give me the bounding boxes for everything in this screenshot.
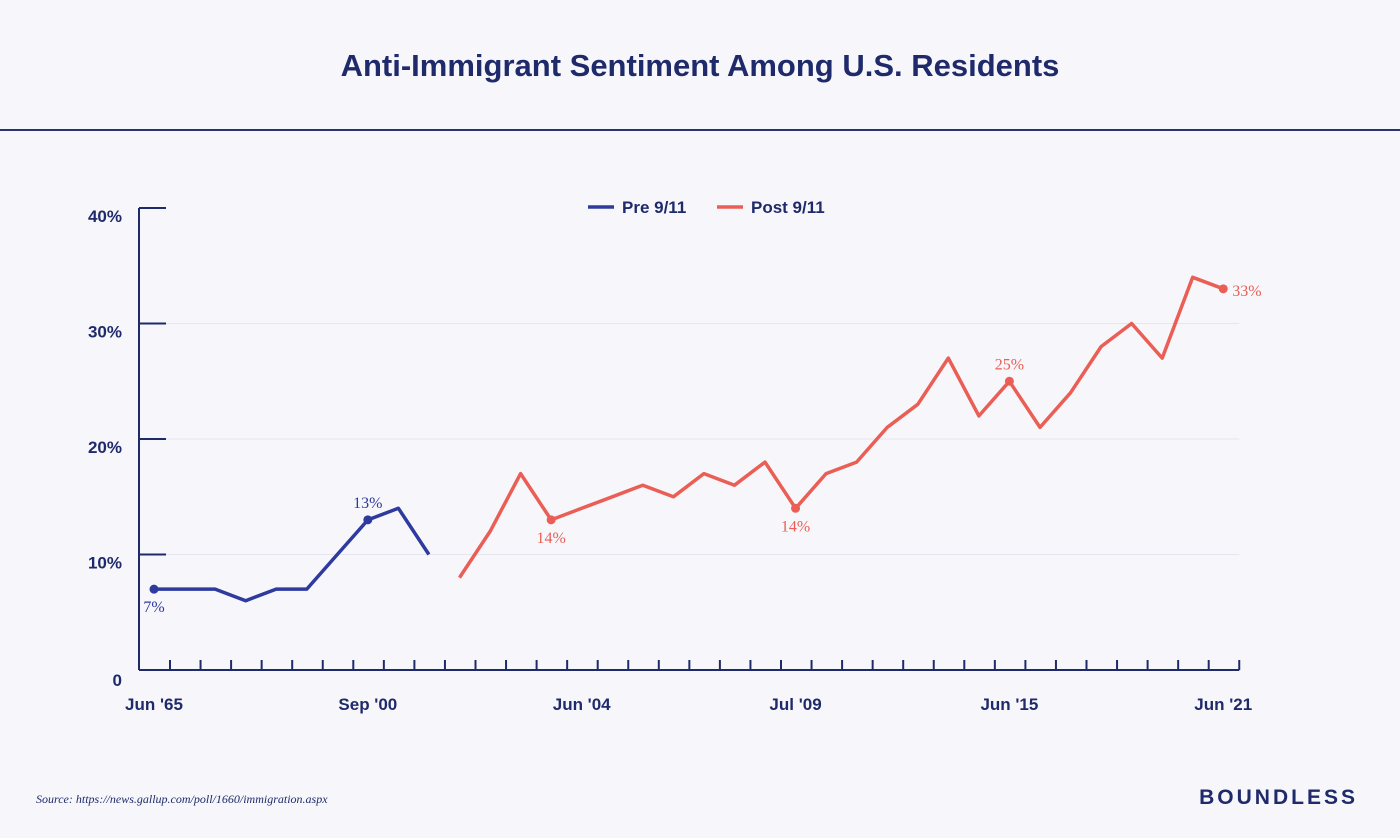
axes: 0 10% 20% 30% 40% Jun '65 Sep '00 Jun '04 Jul '0… [88,207,1252,714]
legend-label: Pre 9/11 [622,198,686,217]
y-tick-label: 40% [88,207,122,226]
data-label: 7% [143,599,164,616]
series-lines [154,275,1224,603]
data-labels: 7% 13% 14% 14% 25% 33% [143,283,1261,616]
data-label: 25% [995,356,1024,373]
data-label: 13% [353,495,382,512]
data-label: 33% [1232,283,1261,300]
data-point-marker [149,584,159,594]
x-tick-label: Jun '65 [125,695,183,714]
data-point-marker [791,503,801,513]
data-point-marker [1004,376,1014,386]
y-tick-label: 30% [88,323,122,342]
x-tick-label: Sep '00 [338,695,397,714]
y-tick-label: 20% [88,438,122,457]
series-line-pre-911 [154,506,431,603]
legend: Pre 9/11 Post 9/11 [588,198,825,217]
data-label: 14% [781,518,810,535]
x-tick-label: Jul '09 [769,695,821,714]
data-point-marker [1218,284,1228,294]
data-point-marker [363,515,373,525]
title-divider [0,129,1400,131]
data-label: 14% [536,530,565,547]
x-tick-label: Jun '04 [553,695,611,714]
y-tick-label: 0 [113,671,122,690]
x-tick-label: Jun '21 [1194,695,1252,714]
legend-label: Post 9/11 [751,198,825,217]
series-line-post-911 [458,275,1224,579]
y-tick-label: 10% [88,554,122,573]
x-tick-label: Jun '15 [980,695,1038,714]
data-point-marker [546,515,556,525]
source-note: Source: https://news.gallup.com/poll/166… [36,792,328,806]
brand-logo: BOUNDLESS [1199,786,1358,809]
chart-title: Anti-Immigrant Sentiment Among U.S. Resi… [340,48,1060,83]
grid-lines [139,323,1240,555]
